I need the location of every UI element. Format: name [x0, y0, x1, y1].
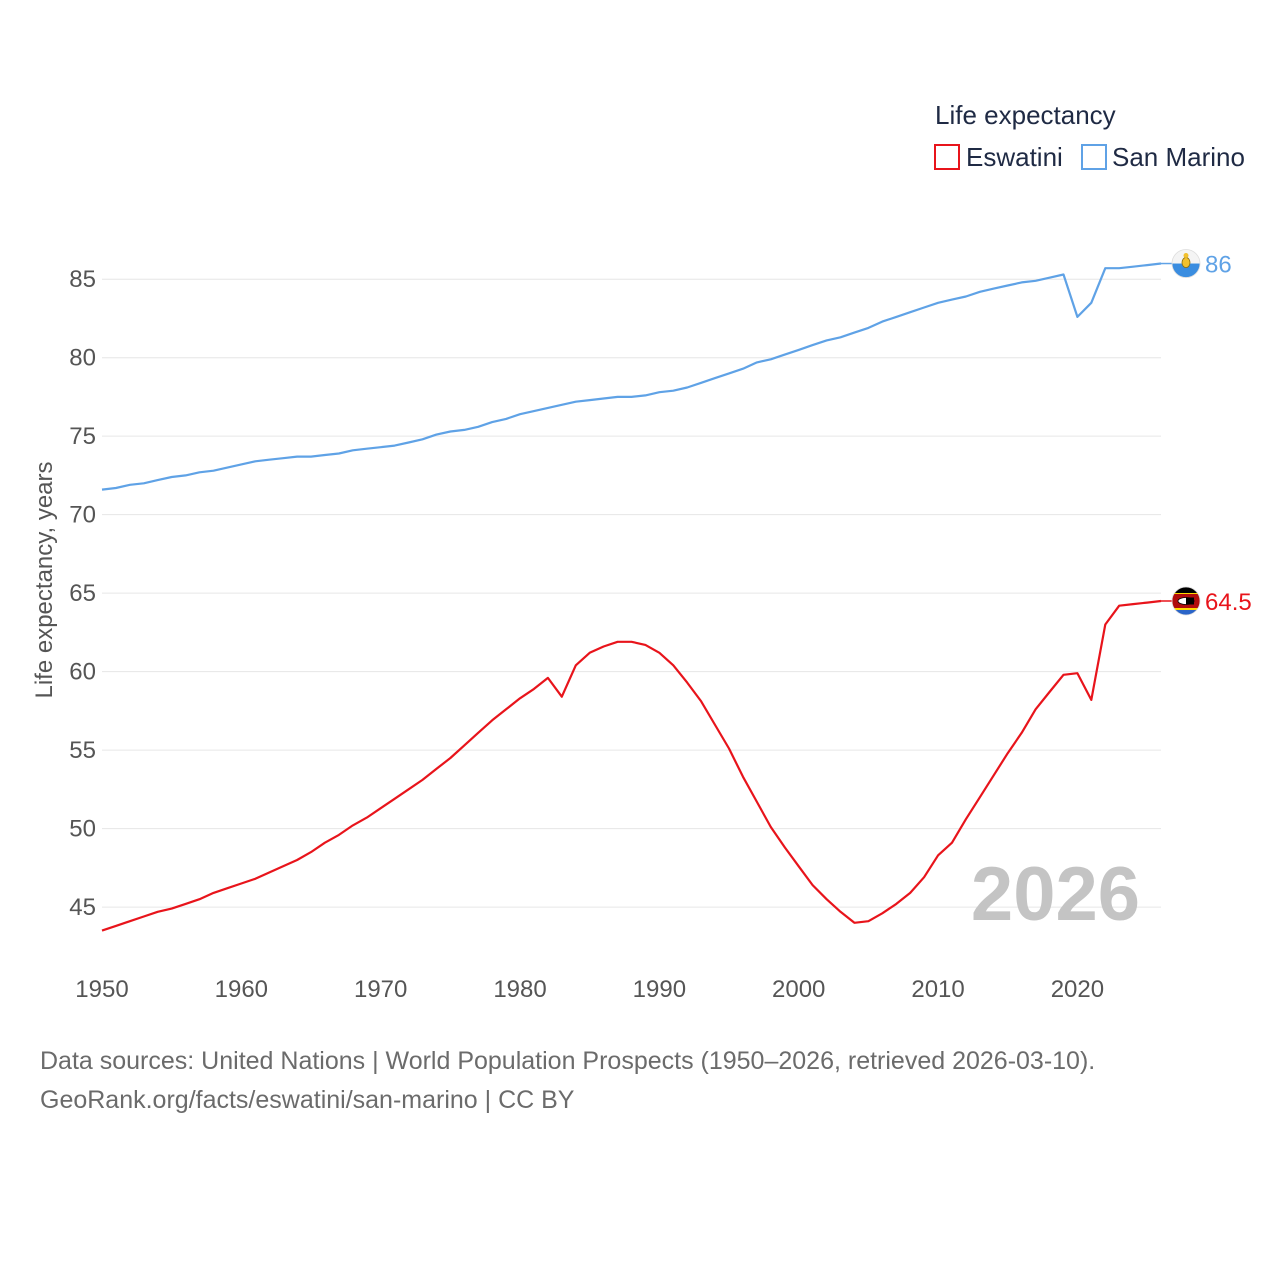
- x-tick-label: 2020: [1051, 976, 1104, 1003]
- legend-label-eswatini: Eswatini: [966, 142, 1063, 172]
- series-lines: [101, 262, 1162, 932]
- y-tick-label: 50: [69, 816, 96, 843]
- x-tick-label: 1970: [354, 976, 407, 1003]
- legend-item-san-marino[interactable]: San Marino: [1081, 142, 1245, 172]
- legend-label-san-marino: San Marino: [1112, 142, 1245, 172]
- x-tick-label: 1950: [75, 976, 128, 1003]
- y-tick-label: 65: [69, 580, 96, 607]
- end-value-label-eswatini: 64.5: [1205, 589, 1252, 616]
- x-tick-label: 1980: [493, 976, 546, 1003]
- legend-swatch-san-marino: [1081, 144, 1107, 170]
- y-axis-label: Life expectancy, years: [31, 461, 58, 698]
- line-chart: 45 50 55 60 65 70 75 80 85 1950 1960 1970 1980 1990 2…: [31, 100, 1252, 1003]
- x-tick-label: 1960: [215, 976, 268, 1003]
- x-axis-ticks: 1950 1960 1970 1980 1990 2000 2010 2020: [75, 976, 1104, 1003]
- y-axis-ticks: 45 50 55 60 65 70 75 80 85: [69, 266, 96, 921]
- y-tick-label: 70: [69, 502, 96, 529]
- source-line-1: Data sources: United Nations | World Pop…: [40, 1047, 1096, 1075]
- x-tick-label: 1990: [633, 976, 686, 1003]
- x-tick-label: 2000: [772, 976, 825, 1003]
- legend-item-eswatini[interactable]: Eswatini: [934, 142, 1063, 172]
- series-end-markers: 64.5 86: [1161, 249, 1252, 616]
- data-source-note: Data sources: United Nations | World Pop…: [40, 1042, 1095, 1120]
- year-watermark: 2026: [971, 852, 1140, 937]
- source-line-2[interactable]: GeoRank.org/facts/eswatini/san-marino | …: [40, 1086, 575, 1114]
- legend-title: Life expectancy: [935, 100, 1116, 130]
- y-tick-label: 60: [69, 659, 96, 686]
- y-tick-label: 55: [69, 737, 96, 764]
- legend: Life expectancy Eswatini San Marino: [934, 100, 1245, 172]
- end-value-label-san-marino: 86: [1205, 252, 1232, 279]
- y-tick-label: 45: [69, 894, 96, 921]
- flag-icon-eswatini: [1171, 586, 1201, 616]
- y-tick-label: 85: [69, 266, 96, 293]
- gridlines: [102, 278, 1161, 908]
- legend-swatch-eswatini: [934, 144, 960, 170]
- x-tick-label: 2010: [911, 976, 964, 1003]
- series-line-san-marino[interactable]: [101, 262, 1162, 491]
- series-line-eswatini[interactable]: [101, 599, 1162, 932]
- flag-icon-san-marino: [1171, 249, 1201, 278]
- y-tick-label: 75: [69, 423, 96, 450]
- y-tick-label: 80: [69, 345, 96, 372]
